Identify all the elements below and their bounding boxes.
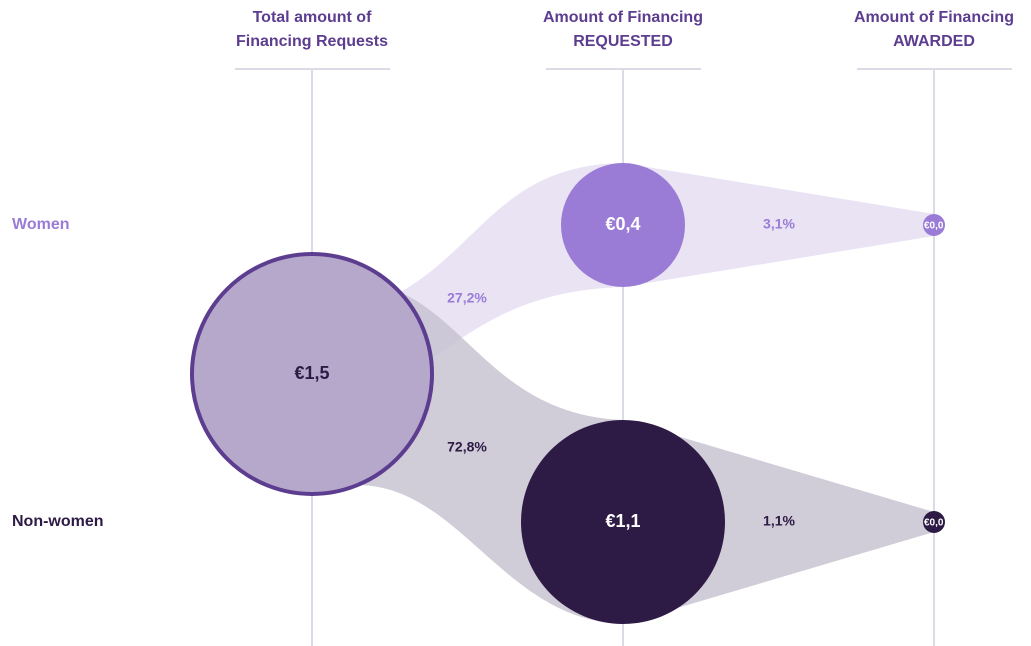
column-header: REQUESTED <box>573 33 673 50</box>
nonwomen-requested-node <box>521 420 725 624</box>
flow-label: 27,2% <box>447 290 487 306</box>
column-header: AWARDED <box>893 33 975 50</box>
column-header: Amount of Financing <box>854 9 1014 26</box>
flow-label: 3,1% <box>763 216 795 232</box>
node-label: €0,0 <box>924 518 944 529</box>
node-label: €0,0 <box>924 221 944 232</box>
nonwomen-awarded-node <box>923 511 945 533</box>
column-header: Total amount of <box>253 9 372 26</box>
flow-label: 72,8% <box>447 439 487 455</box>
column-header: Amount of Financing <box>543 9 703 26</box>
node-label: €1,5 <box>294 363 329 383</box>
total-node <box>190 252 434 496</box>
flow-label: 1,1% <box>763 513 795 529</box>
row-label: Women <box>12 216 69 233</box>
column-header: Financing Requests <box>236 33 388 50</box>
women-awarded-node <box>923 214 945 236</box>
row-label: Non-women <box>12 513 104 530</box>
node-label: €1,1 <box>605 511 640 531</box>
node-label: €0,4 <box>605 214 640 234</box>
women-requested-node <box>561 163 685 287</box>
women-flow <box>395 163 934 380</box>
